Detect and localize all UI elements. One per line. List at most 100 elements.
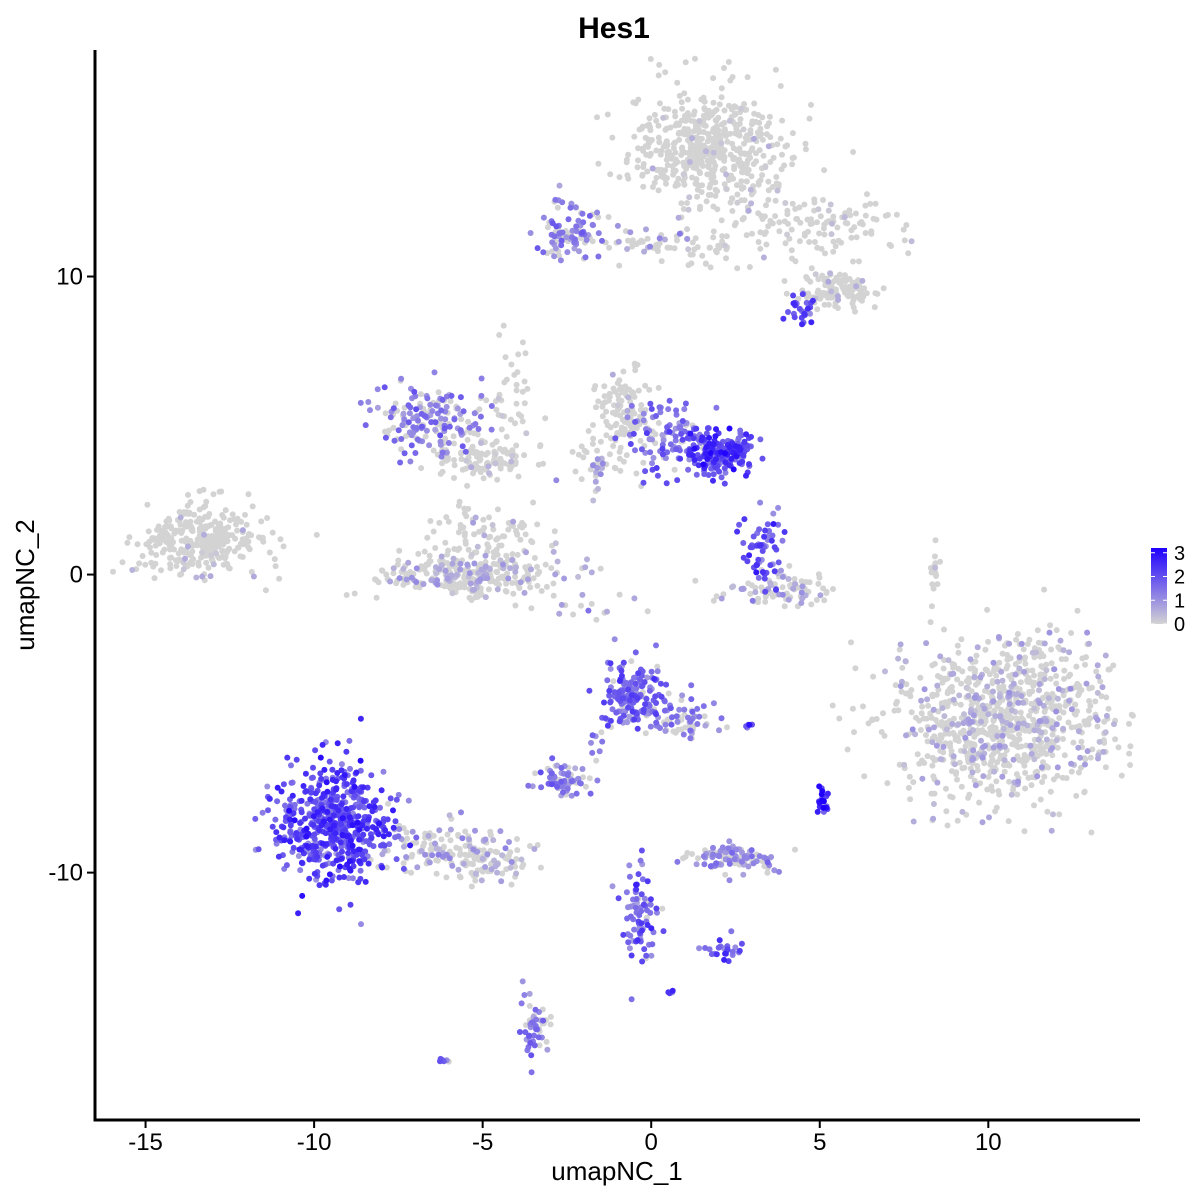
cell-point [674,79,681,86]
cell-point [679,692,686,699]
cell-point [338,761,345,768]
cell-point [984,683,991,690]
cell-point [673,446,680,453]
cell-point [667,441,674,448]
cell-point [615,396,622,403]
cell-point [569,448,576,455]
cell-point [155,539,162,546]
cell-point [444,831,451,838]
cell-point [853,283,860,290]
cell-point [1086,640,1092,647]
cell-point [1094,689,1101,696]
cell-point [1013,636,1020,643]
cell-point [679,418,686,424]
cell-point [1017,679,1024,686]
cell-point [1087,702,1094,709]
cell-point [604,722,611,729]
cell-point [512,420,518,427]
cell-point [689,251,696,258]
cell-point [660,114,667,121]
cell-point [666,428,673,435]
cell-point [312,747,319,754]
cell-point [671,466,678,473]
cell-point [559,199,566,206]
cell-point [721,65,727,71]
x-tick-label: -5 [472,1129,493,1156]
cell-point [415,550,422,557]
cell-point [772,213,779,220]
cell-point [457,394,464,401]
cell-point [779,591,786,598]
cell-point [1056,715,1063,721]
cell-point [925,702,932,709]
cell-point [722,469,729,476]
cell-point [643,695,650,702]
cell-point [655,72,662,79]
cell-point [941,713,948,720]
cell-point [212,518,219,525]
cell-point [1022,769,1029,776]
cell-point [848,227,855,234]
cell-point [447,837,454,844]
cell-point [274,798,281,805]
cell-point [631,393,638,400]
cell-point [278,788,285,795]
cell-point [386,841,393,848]
cell-point [474,449,481,456]
cell-point [484,575,491,582]
cell-point [637,437,644,444]
cell-point [909,726,916,733]
cell-point [984,606,991,613]
cell-point [375,579,382,586]
cell-point [653,905,660,912]
cell-point [653,413,659,419]
cell-point [525,576,531,583]
cell-point [1068,768,1075,775]
cell-point [472,877,479,884]
cell-point [528,1069,535,1076]
cell-point [723,171,730,178]
cell-point [632,904,639,911]
cell-point [291,801,298,808]
cell-point [365,399,372,405]
cell-point [508,458,515,465]
cell-point [1006,701,1013,707]
cell-point [707,244,713,251]
cell-point [969,769,976,776]
cell-point [585,607,592,614]
cell-point [323,779,330,786]
cell-point [945,699,952,706]
cell-point [487,533,494,540]
cell-point [458,456,465,463]
cell-point [678,117,685,124]
cell-point [715,242,722,249]
cell-point [312,799,319,805]
cell-point [501,533,508,540]
cell-point [971,777,978,784]
cell-point [1053,708,1060,715]
cell-point [672,183,679,189]
cell-point [502,587,509,594]
cell-point [625,175,632,182]
cell-point [467,580,474,587]
cell-point [868,230,875,237]
cell-point [1054,772,1061,779]
cell-point [1031,756,1038,763]
cell-point [741,101,748,107]
cell-point [469,443,476,450]
cell-point [772,66,779,73]
cell-point [775,521,782,528]
cell-point [459,835,466,842]
cell-point [645,143,651,150]
cell-point [943,808,950,815]
cell-point [987,761,994,768]
cell-point [356,804,363,811]
cell-point [973,652,980,659]
cell-point [966,730,973,737]
cell-point [591,386,598,393]
cell-point [757,436,764,443]
cell-point [494,869,501,876]
cell-point [1053,627,1060,634]
cell-point [825,278,832,285]
cell-point [1078,738,1085,745]
